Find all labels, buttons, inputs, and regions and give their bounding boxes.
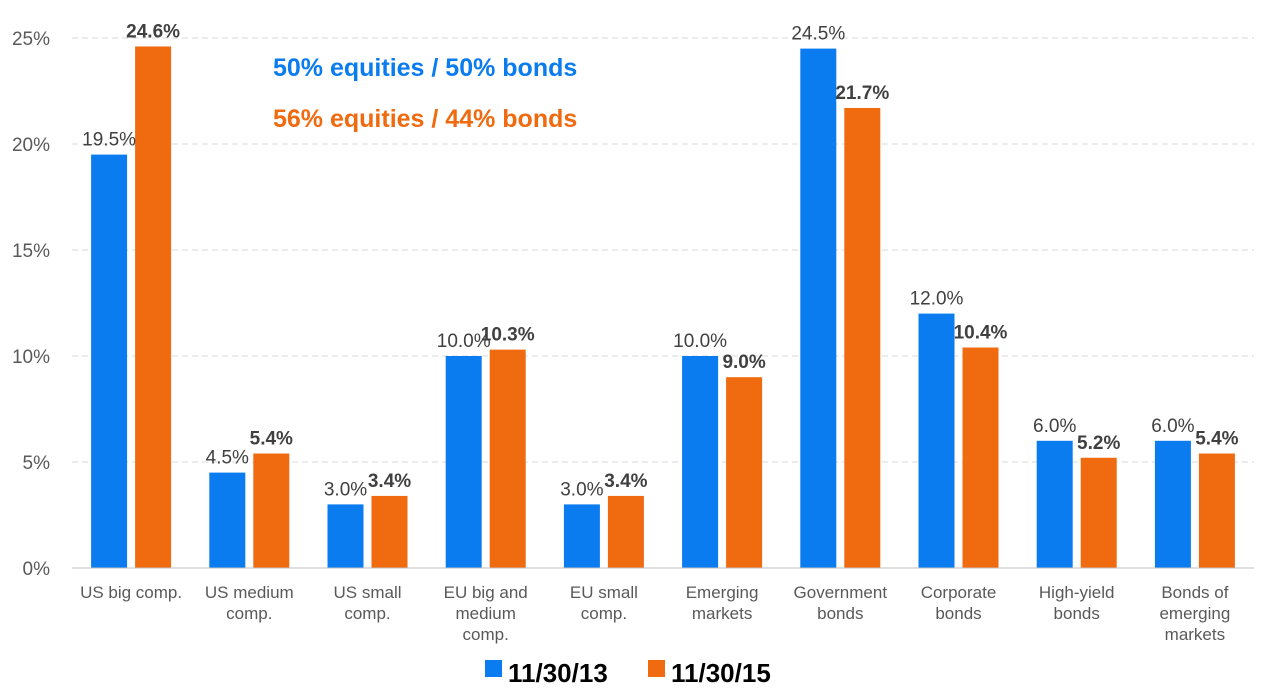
data-label: 24.5% (791, 24, 845, 45)
category-label-line: EU big and (444, 583, 528, 602)
bar-11-30-15-eu-small-comp (607, 495, 644, 568)
bar-11-30-15-bonds-of-emerging-markets (1198, 453, 1235, 568)
category-label-line: Bonds of (1161, 583, 1228, 602)
category-label-line: comp. (226, 604, 272, 623)
category-label-line: comp. (581, 604, 627, 623)
category-label-line: US medium (205, 583, 294, 602)
bar-11-30-13-high-yield-bonds (1036, 440, 1073, 568)
data-label: 6.0% (1151, 416, 1194, 437)
data-label: 5.4% (1195, 429, 1238, 450)
category-label-line: comp. (463, 625, 509, 644)
legend-swatch-11-30-15 (648, 660, 665, 677)
category-label: Emerging markets (686, 583, 759, 623)
annotation-2: 56% equities / 44% bonds (273, 105, 577, 133)
x-axis-categories: US big comp. US medium comp.US small comp.E… (80, 583, 1230, 644)
category-label: EU small comp. (570, 583, 638, 623)
data-label: 5.2% (1077, 433, 1120, 454)
category-label-line: comp. (344, 604, 390, 623)
category-label: Corporate bonds (921, 583, 997, 623)
legend-label-11-30-15: 11/30/15 (671, 658, 771, 688)
y-axis-ticks: 0% 5% 10% 15% 20% 25% (12, 29, 50, 580)
category-label-line: medium (455, 604, 515, 623)
bar-11-30-13-eu-small-comp (563, 504, 600, 568)
bar-11-30-15-corporate-bonds (962, 347, 999, 568)
category-label-line: bonds (817, 604, 863, 623)
category-label-line: EU small (570, 583, 638, 602)
data-label: 3.4% (368, 471, 411, 492)
legend: 11/30/13 11/30/15 (485, 658, 771, 688)
data-label: 19.5% (82, 130, 136, 151)
category-label: High-yield bonds (1039, 583, 1115, 623)
data-labels: 19.5%24.6%4.5%5.4%3.0% 3.4%10.0%10.3%3.0%… (82, 21, 1238, 500)
category-label-line: Corporate (921, 583, 997, 602)
annotations: 50% equities / 50% bonds 56% equities / … (273, 54, 577, 133)
data-label: 12.0% (910, 289, 964, 310)
y-tick-label: 15% (12, 241, 50, 262)
bar-11-30-13-us-small-comp (327, 504, 364, 568)
bar-11-30-15-us-big-comp (135, 46, 172, 569)
bar-11-30-13-us-big-comp (91, 154, 128, 568)
data-label: 5.4% (250, 429, 293, 450)
category-label: US big comp. (80, 583, 182, 602)
bar-11-30-13-government-bonds (800, 48, 837, 569)
category-label-line: US small (333, 583, 401, 602)
y-tick-label: 0% (23, 559, 51, 580)
legend-label-11-30-13: 11/30/13 (508, 658, 608, 688)
data-label: 3.4% (604, 471, 647, 492)
data-label: 10.3% (481, 325, 535, 346)
category-label-line: markets (1165, 625, 1225, 644)
category-label-line: High-yield (1039, 583, 1115, 602)
bar-11-30-15-eu-big-and-medium-comp (489, 349, 526, 568)
category-label: US medium comp. (205, 583, 294, 623)
bar-11-30-15-us-small-comp (371, 495, 408, 568)
data-label: 3.0% (324, 479, 367, 500)
data-label: 24.6% (126, 21, 180, 42)
category-label: Bonds of emerging markets (1159, 583, 1230, 644)
category-label-line: Government (794, 583, 888, 602)
data-label: 21.7% (835, 83, 889, 104)
y-tick-label: 20% (12, 135, 50, 156)
bar-11-30-13-bonds-of-emerging-markets (1154, 440, 1191, 568)
category-label-line: markets (692, 604, 752, 623)
category-label: EU big and medium comp. (444, 583, 528, 644)
y-tick-label: 10% (12, 347, 50, 368)
category-label-line: US big comp. (80, 583, 182, 602)
bar-11-30-15-government-bonds (844, 107, 881, 569)
data-label: 10.4% (954, 323, 1008, 344)
category-label-line: bonds (935, 604, 981, 623)
y-tick-label: 5% (23, 453, 51, 474)
data-label: 10.0% (437, 331, 491, 352)
category-label-line: bonds (1054, 604, 1100, 623)
category-label-line: Emerging (686, 583, 759, 602)
grid-lines (72, 37, 1254, 463)
annotation-1: 50% equities / 50% bonds (273, 54, 577, 82)
bar-11-30-15-emerging-markets (726, 377, 763, 568)
category-label-line: emerging (1159, 604, 1230, 623)
data-label: 4.5% (206, 448, 249, 469)
bars (91, 46, 1235, 569)
bar-11-30-13-eu-big-and-medium-comp (445, 356, 482, 568)
data-label: 10.0% (673, 331, 727, 352)
bar-11-30-13-us-medium-comp (209, 472, 246, 568)
bar-11-30-13-emerging-markets (682, 356, 719, 568)
category-label: US small comp. (333, 583, 401, 623)
data-label: 3.0% (560, 479, 603, 500)
data-label: 9.0% (722, 352, 765, 373)
y-tick-label: 25% (12, 29, 50, 50)
bar-11-30-15-high-yield-bonds (1080, 457, 1117, 568)
bar-11-30-15-us-medium-comp (253, 453, 290, 568)
bar-11-30-13-corporate-bonds (918, 313, 955, 568)
data-label: 6.0% (1033, 416, 1076, 437)
legend-swatch-11-30-13 (485, 660, 502, 677)
category-label: Government bonds (794, 583, 888, 623)
